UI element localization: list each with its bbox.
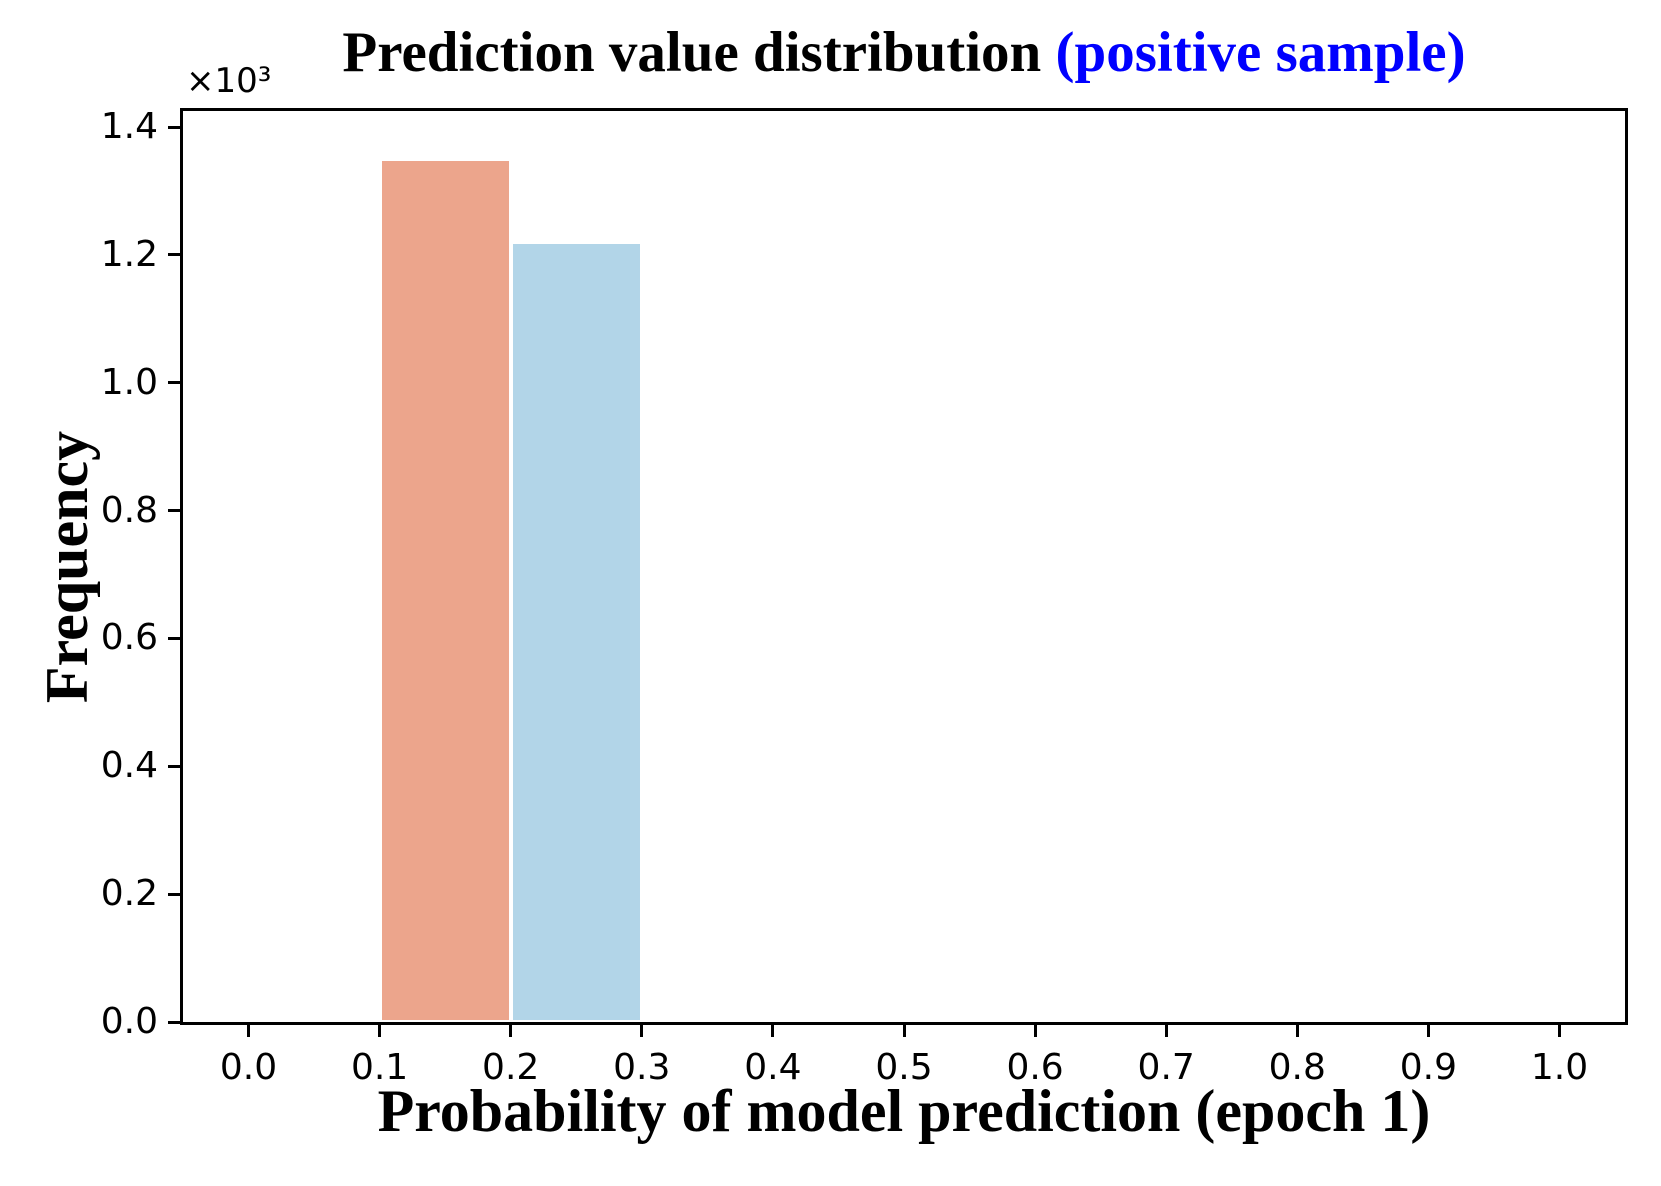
x-tick-label: 0.9 xyxy=(1399,1047,1458,1088)
x-tick-label: 0.6 xyxy=(1006,1047,1064,1088)
x-tick-label: 0.4 xyxy=(744,1047,802,1088)
x-tick xyxy=(902,1025,906,1037)
y-tick xyxy=(168,764,180,768)
y-tick-label: 1.2 xyxy=(100,233,158,275)
x-tick xyxy=(1295,1025,1299,1037)
x-tick xyxy=(1164,1025,1168,1037)
y-tick xyxy=(168,381,180,385)
x-tick xyxy=(771,1025,775,1037)
chart-title: Prediction value distribution (positive … xyxy=(183,24,1625,81)
y-tick xyxy=(168,1020,180,1024)
plot-area xyxy=(180,108,1628,1025)
y-tick-label: 1.0 xyxy=(100,361,158,403)
x-tick xyxy=(509,1025,513,1037)
chart-title-highlight: (positive sample) xyxy=(1055,21,1466,84)
x-tick-label: 0.1 xyxy=(350,1047,409,1088)
y-tick-label: 0.2 xyxy=(100,873,158,915)
y-tick xyxy=(168,636,180,640)
x-tick-label: 0.0 xyxy=(219,1047,278,1088)
x-tick-label: 0.3 xyxy=(613,1047,671,1088)
x-tick xyxy=(1558,1025,1561,1037)
y-tick xyxy=(168,253,180,257)
x-axis-label: Probability of model prediction (epoch 1… xyxy=(377,1078,1431,1144)
x-tick-label: 0.8 xyxy=(1268,1047,1326,1088)
y-tick-label: 0.6 xyxy=(100,617,158,659)
y-tick xyxy=(168,125,180,129)
x-tick-label: 1.0 xyxy=(1530,1047,1589,1088)
y-tick xyxy=(168,892,180,896)
y-tick-label: 0.8 xyxy=(100,489,158,531)
y-axis-offset-text: ×10³ xyxy=(186,61,272,101)
x-tick xyxy=(247,1025,250,1037)
x-tick xyxy=(1033,1025,1037,1037)
x-tick-label: 0.7 xyxy=(1137,1047,1195,1088)
x-tick-label: 0.2 xyxy=(482,1047,540,1088)
histogram-bar-2 xyxy=(510,242,642,1022)
chart-title-main: Prediction value distribution xyxy=(342,21,1056,84)
x-tick xyxy=(1426,1025,1430,1037)
y-tick-label: 0.0 xyxy=(100,1001,158,1042)
y-tick-label: 1.4 xyxy=(100,106,158,147)
x-tick-label: 0.5 xyxy=(875,1047,933,1088)
x-tick xyxy=(640,1025,644,1037)
histogram-bar-1 xyxy=(379,158,511,1022)
x-tick xyxy=(378,1025,382,1037)
y-tick-label: 0.4 xyxy=(100,745,158,787)
y-tick xyxy=(168,509,180,513)
